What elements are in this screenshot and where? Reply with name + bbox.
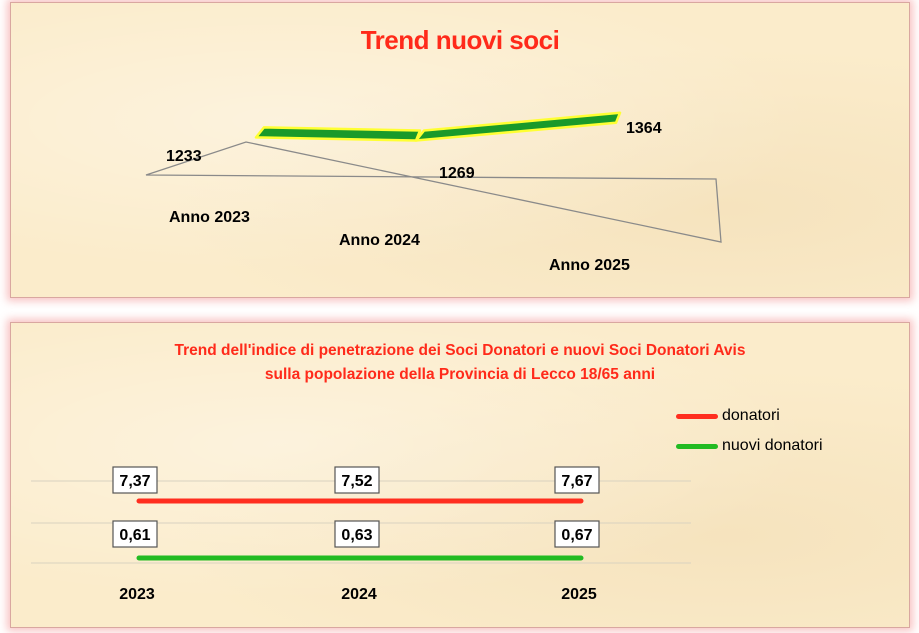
data-label-box	[112, 520, 158, 548]
ribbon-segment	[414, 111, 622, 142]
data-label: 0,63	[341, 527, 372, 544]
data-label: 1364	[626, 120, 662, 137]
penetration-index-chart: 7,37 7,52 7,67 0,61 0,63 0,67 2023 2024 2025	[31, 466, 691, 603]
legend-item-donatori: donatori	[676, 407, 780, 425]
data-label: 0,67	[561, 527, 592, 544]
penetration-index-panel: Trend dell'indice di penetrazione dei So…	[10, 322, 910, 628]
chart-title: Trend dell'indice di penetrazione dei So…	[11, 339, 909, 387]
chart-title-line1: Trend dell'indice di penetrazione dei So…	[174, 342, 746, 359]
data-label-box	[554, 520, 600, 548]
legend-item-nuovi-donatori: nuovi donatori	[676, 437, 823, 455]
category-label: Anno 2023	[169, 209, 250, 226]
legend-swatch	[676, 443, 718, 449]
data-label: 1233	[166, 148, 202, 165]
data-label: 1269	[439, 165, 475, 182]
new-members-panel: Trend nuovi soci 1233 1269 1364 Anno 2023 An…	[10, 2, 910, 298]
chart-floor	[145, 141, 722, 243]
category-label: Anno 2024	[339, 232, 420, 249]
legend-label: nuovi donatori	[722, 437, 823, 454]
data-label: 7,67	[561, 473, 592, 490]
category-label: Anno 2025	[549, 257, 630, 274]
category-label: 2025	[561, 586, 597, 603]
data-label-box	[334, 466, 380, 494]
category-label: 2024	[341, 586, 377, 603]
data-label: 7,52	[341, 473, 372, 490]
data-label-box	[112, 466, 158, 494]
legend-label: donatori	[722, 407, 780, 424]
data-label: 7,37	[119, 473, 150, 490]
chart-subtitle: sulla popolazione della Provincia di Lec…	[264, 366, 656, 383]
legend-swatch	[676, 413, 718, 419]
data-label-box	[334, 520, 380, 548]
ribbon-segment	[254, 126, 422, 142]
data-label: 0,61	[119, 527, 150, 544]
data-label-box	[554, 466, 600, 494]
new-members-chart: 1233 1269 1364 Anno 2023 Anno 2024 Anno 2025	[145, 111, 722, 274]
chart-title: Trend nuovi soci	[360, 25, 560, 55]
category-label: 2023	[119, 586, 155, 603]
